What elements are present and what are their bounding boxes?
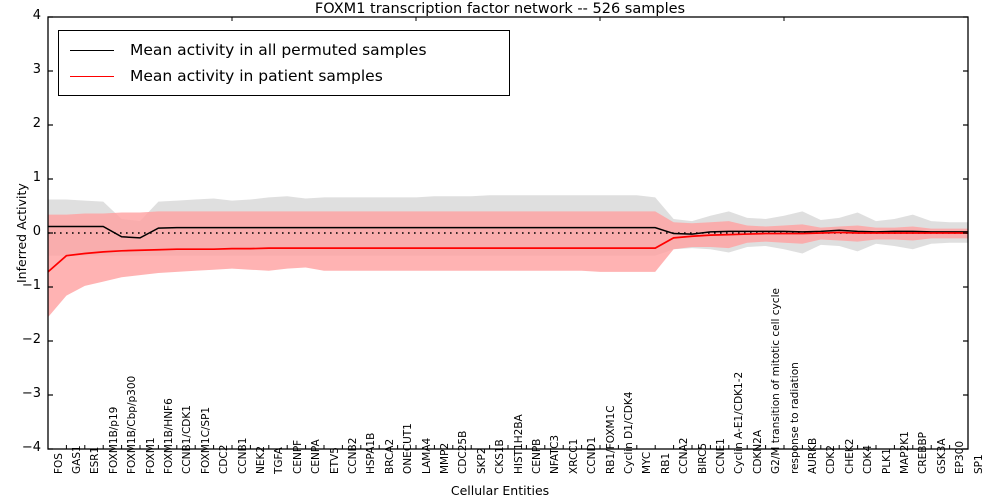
y-axis-tick-label: −2 [21, 332, 41, 347]
legend-line-swatch [70, 49, 114, 51]
patient-mean-line [48, 231, 968, 273]
legend-line-swatch [70, 75, 114, 77]
y-axis-tick-label: −4 [21, 440, 41, 455]
legend-entry: Mean activity in patient samples [59, 63, 509, 89]
y-axis-tick-label: 3 [32, 62, 41, 77]
y-axis-tick-label: −3 [21, 386, 41, 401]
y-axis-tick-label: 0 [32, 224, 41, 239]
y-axis-tick-label: 4 [32, 8, 41, 23]
legend-label: Mean activity in patient samples [130, 67, 383, 85]
patient-confidence-band [48, 211, 968, 318]
legend-entry: Mean activity in all permuted samples [59, 37, 509, 63]
legend-label: Mean activity in all permuted samples [130, 41, 427, 59]
legend: Mean activity in all permuted samples Mea… [58, 30, 510, 96]
y-axis-tick-label: −1 [21, 278, 41, 293]
y-axis-tick-label: 1 [32, 170, 41, 185]
y-axis-tick-label: 2 [32, 116, 41, 131]
permuted-mean-line [48, 225, 968, 239]
x-axis-label: Cellular Entities [450, 483, 550, 498]
chart-title: FOXM1 transcription factor network -- 52… [314, 1, 686, 17]
